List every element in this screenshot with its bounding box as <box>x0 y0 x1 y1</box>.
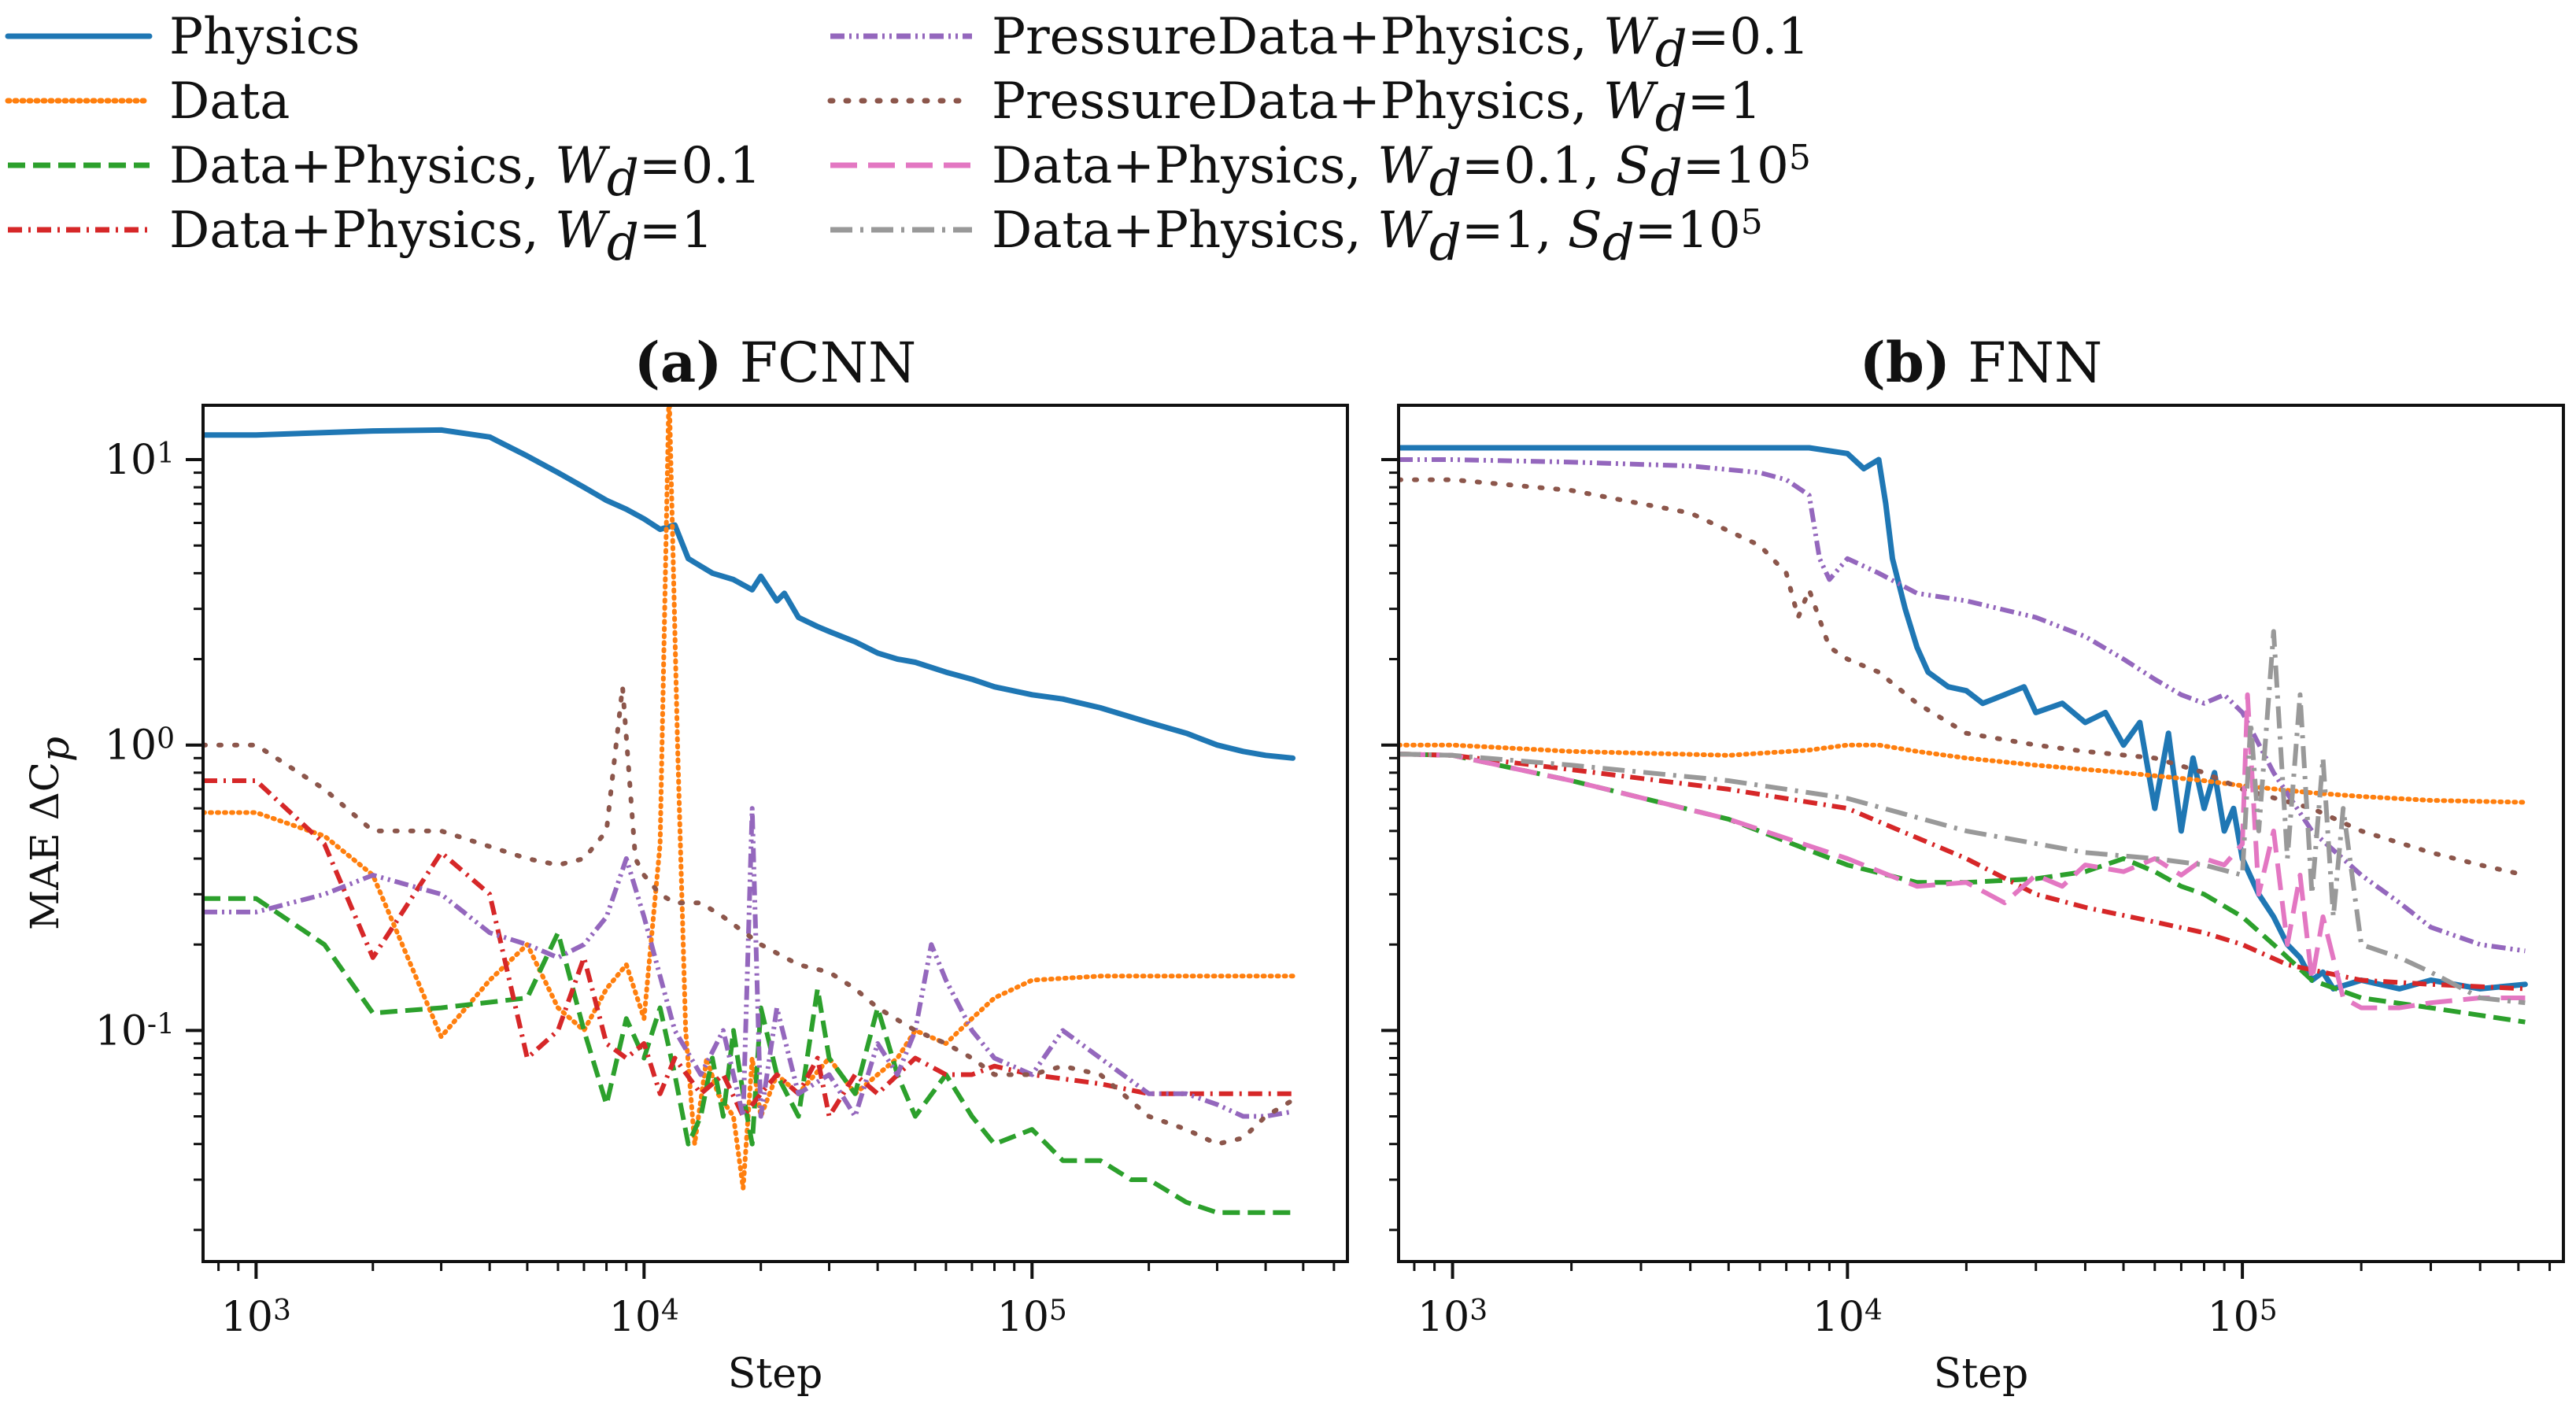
panel-b-x-tick-label: 105 <box>2208 1294 2278 1341</box>
legend-label-physics: Physics <box>169 8 360 66</box>
panel-a-series-pdp01 <box>203 806 1294 1119</box>
panel-a-series-physics <box>203 427 1296 761</box>
panel-b-series-physics <box>1399 445 2528 992</box>
panel-a-x-tick-label: 103 <box>221 1294 291 1341</box>
panel-b-series-pdp1 <box>1399 477 2528 877</box>
panel-a-x-tick-label: 104 <box>609 1294 679 1341</box>
panel-b-xlabel: Step <box>1934 1350 2029 1398</box>
panel-b: 103 104 105 Step (b) FNN <box>1381 330 2565 1398</box>
panel-a-y-tick-label: 101 <box>105 437 175 484</box>
panel-b-x-tick-label: 104 <box>1813 1294 1883 1341</box>
panel-a-series-pdp1 <box>203 684 1295 1147</box>
legend-label-dp01s: Data+Physics, Wd=0.1, Sd=105 <box>992 137 1811 208</box>
legend-label-dp01: Data+Physics, Wd=0.1 <box>169 137 761 208</box>
panel-b-series-data <box>1399 742 2528 805</box>
panel-a: 103 104 105 10-1 100 101 Step MAE ΔCp (a) FCNN <box>22 330 1349 1398</box>
panel-a-x-tick-label: 105 <box>997 1294 1067 1341</box>
legend-label-dp1s: Data+Physics, Wd=1, Sd=105 <box>992 201 1763 272</box>
legend-label-pdp1: PressureData+Physics, Wd=1 <box>992 72 1761 143</box>
panel-b-frame <box>1397 404 2565 1263</box>
panel-a-series <box>203 405 1296 1215</box>
panel-a-xlabel: Step <box>728 1350 823 1398</box>
panel-a-y-tick-label: 100 <box>105 722 175 770</box>
panel-b-series-dp01 <box>1399 752 2526 1025</box>
panel-a-y-tick-label: 10-1 <box>95 1007 175 1055</box>
panel-a-title: (a) FCNN <box>634 330 917 395</box>
panel-b-title: (b) FNN <box>1860 330 2103 395</box>
panel-b-series-dp01s <box>1399 692 2526 1010</box>
panel-a-frame <box>201 404 1349 1263</box>
panel-b-series-pdp01 <box>1399 457 2526 954</box>
panel-a-ylabel: MAE ΔCp <box>22 737 78 930</box>
panel-b-series-dp1s <box>1399 629 2526 1006</box>
legend-label-pdp01: PressureData+Physics, Wd=0.1 <box>992 8 1809 79</box>
panel-b-series <box>1399 445 2528 1025</box>
panel-a-series-dp01 <box>203 896 1293 1215</box>
legend-label-data: Data <box>169 72 290 131</box>
legend-label-dp1: Data+Physics, Wd=1 <box>169 201 713 272</box>
panel-b-x-tick-label: 103 <box>1417 1294 1488 1341</box>
